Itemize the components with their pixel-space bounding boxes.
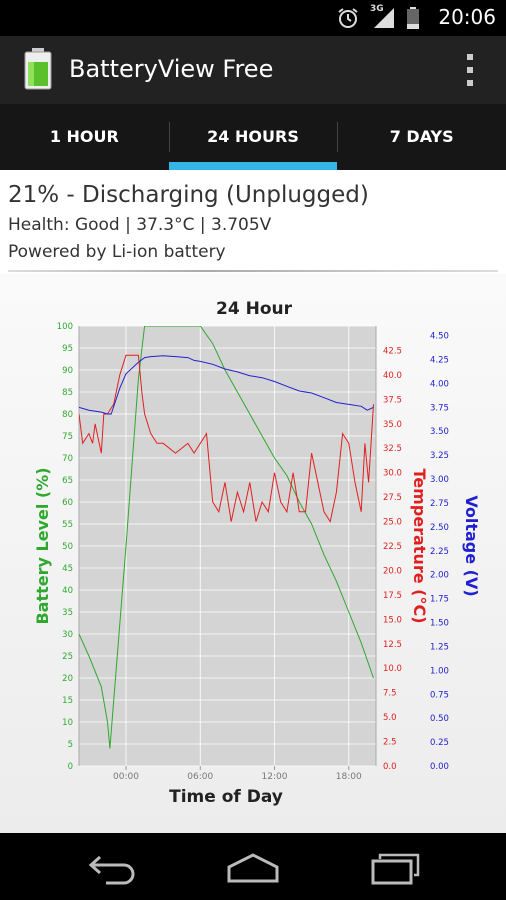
y-tick-label-0: 90 — [62, 366, 73, 376]
y-tick-label-1: 7.5 — [383, 689, 397, 699]
y-tick-label-2: 4.25 — [430, 355, 449, 365]
y-tick-label-0: 15 — [62, 696, 73, 706]
y-tick-label-0: 10 — [62, 718, 73, 728]
y-tick-label-1: 20.0 — [383, 566, 402, 576]
chart-area: 00:00 06:00 12:00 18:00 0 5 10 15 20 25 30 35 40 45 50… — [0, 274, 506, 833]
app-title: BatteryView Free — [69, 55, 274, 83]
y-tick-label-0: 80 — [62, 410, 73, 420]
y-tick-label-2: 4.00 — [430, 379, 449, 389]
y-tick-label-0: 30 — [62, 630, 73, 640]
tab-7-days[interactable]: 7 DAYS — [337, 104, 506, 170]
y-tick-label-0: 35 — [62, 608, 73, 618]
x-axis-title: Time of Day — [169, 787, 283, 807]
y-tick-label-1: 42.5 — [383, 346, 402, 356]
y-tick-label-0: 65 — [62, 476, 73, 486]
y-tick-label-0: 75 — [62, 432, 73, 442]
x-tick-label: 06:00 — [187, 772, 213, 782]
y-tick-label-1: 35.0 — [383, 420, 402, 430]
y-tick-label-2: 3.00 — [430, 475, 449, 485]
y-tick-label-1: 30.0 — [383, 469, 402, 479]
y-tick-label-0: 70 — [62, 454, 73, 464]
y-axis-title-2: Voltage (V) — [462, 495, 481, 596]
y-tick-label-2: 2.25 — [430, 547, 449, 557]
overflow-menu-icon[interactable] — [464, 54, 476, 86]
status-icons: 3G — [336, 4, 420, 30]
y-tick-label-0: 100 — [57, 322, 73, 332]
y-tick-label-2: 0.25 — [430, 738, 449, 748]
tab-1-hour[interactable]: 1 HOUR — [49, 127, 119, 146]
voltage-line — [79, 355, 374, 415]
temperature-line — [79, 354, 374, 523]
y-tick-label-2: 3.25 — [430, 451, 449, 461]
y-tick-label-0: 50 — [62, 542, 73, 552]
y-tick-label-1: 2.5 — [383, 738, 397, 748]
y-tick-label-1: 5.0 — [383, 713, 397, 723]
y-tick-label-1: 40.0 — [383, 371, 402, 381]
battery-level-line — [79, 326, 374, 749]
tab-24-hours[interactable]: 24 HOURS — [168, 104, 338, 170]
y-tick-label-0: 40 — [62, 586, 73, 596]
y-tick-label-2: 4.50 — [430, 332, 449, 342]
y-tick-label-2: 1.50 — [430, 619, 449, 629]
y-tick-label-0: 0 — [68, 762, 73, 772]
y-tick-label-2: 2.50 — [430, 523, 449, 533]
y-axis-title-1: Temperature (°C) — [410, 468, 429, 623]
y-tick-label-1: 12.5 — [383, 640, 402, 650]
status-time: 20:06 — [438, 5, 496, 29]
chart-title: 24 Hour — [216, 299, 293, 319]
signal-icon: 3G — [370, 4, 396, 30]
y-tick-label-1: 10.0 — [383, 664, 402, 674]
battery-info-panel: 21% - Discharging (Unplugged) Health: Go… — [0, 170, 506, 833]
y-tick-label-2: 1.25 — [430, 642, 449, 652]
status-bar: 3G 20:06 — [0, 0, 506, 36]
y-tick-label-2: 1.75 — [430, 595, 449, 605]
y-tick-label-2: 3.75 — [430, 403, 449, 413]
y-tick-label-1: 37.5 — [383, 395, 402, 405]
y-tick-label-2: 0.50 — [430, 714, 449, 724]
y-tick-label-2: 0.75 — [430, 690, 449, 700]
power-source: Powered by Li-ion battery — [8, 242, 226, 262]
alarm-icon — [338, 8, 358, 28]
home-icon[interactable] — [225, 851, 281, 885]
y-tick-label-0: 5 — [68, 740, 73, 750]
network-type-label: 3G — [370, 4, 384, 14]
charge-status: 21% - Discharging (Unplugged) — [8, 182, 369, 208]
back-icon[interactable] — [88, 851, 138, 885]
y-tick-label-0: 95 — [62, 344, 73, 354]
y-tick-label-0: 45 — [62, 564, 73, 574]
divider — [8, 270, 498, 272]
y-axis-title-0: Battery Level (%) — [33, 467, 52, 624]
y-tick-label-1: 22.5 — [383, 542, 402, 552]
y-tick-label-2: 0.00 — [430, 762, 449, 772]
y-tick-label-1: 25.0 — [383, 518, 402, 528]
y-tick-label-1: 17.5 — [383, 591, 402, 601]
time-range-tabs: 1 HOUR 24 HOURS 7 DAYS — [0, 104, 506, 170]
y-tick-label-0: 25 — [62, 652, 73, 662]
battery-app-icon[interactable] — [24, 48, 52, 90]
navigation-bar — [0, 833, 506, 900]
y-tick-label-0: 60 — [62, 498, 73, 508]
battery-icon — [407, 7, 419, 29]
y-tick-label-0: 55 — [62, 520, 73, 530]
recent-apps-icon[interactable] — [370, 851, 422, 885]
x-tick-label: 00:00 — [113, 772, 139, 782]
health-info: Health: Good | 37.3°C | 3.705V — [8, 215, 272, 235]
x-tick-label: 12:00 — [262, 772, 288, 782]
battery-history-chart: 00:00 06:00 12:00 18:00 0 5 10 15 20 25 30 35 40 45 50… — [33, 299, 481, 807]
y-tick-label-2: 3.50 — [430, 427, 449, 437]
y-tick-label-1: 15.0 — [383, 615, 402, 625]
y-tick-label-2: 2.00 — [430, 571, 449, 581]
y-tick-label-0: 85 — [62, 388, 73, 398]
action-bar: BatteryView Free — [0, 36, 506, 104]
y-tick-label-2: 2.75 — [430, 499, 449, 509]
y-tick-label-2: 1.00 — [430, 666, 449, 676]
y-tick-label-1: 32.5 — [383, 444, 402, 454]
y-tick-label-1: 0.0 — [383, 762, 397, 772]
x-tick-label: 18:00 — [336, 772, 362, 782]
y-tick-label-1: 27.5 — [383, 493, 402, 503]
y-tick-label-0: 20 — [62, 674, 73, 684]
